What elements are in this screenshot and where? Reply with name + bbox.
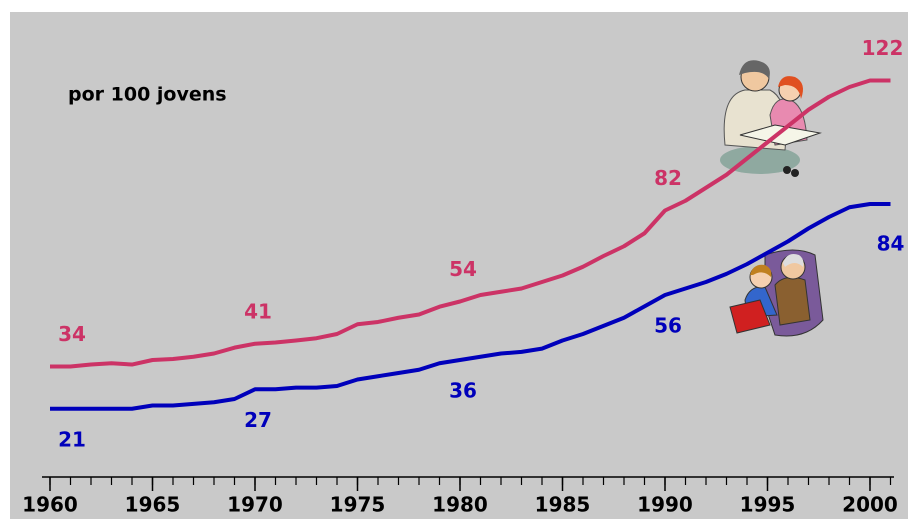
x-tick-label: 1990 bbox=[637, 493, 693, 517]
data-label: 36 bbox=[449, 379, 477, 403]
x-tick-label: 1965 bbox=[125, 493, 181, 517]
illustration-reader bbox=[729, 249, 824, 337]
x-tick-label: 1985 bbox=[535, 493, 591, 517]
x-tick-label: 1970 bbox=[227, 493, 283, 517]
x-tick-label: 1995 bbox=[740, 493, 796, 517]
data-label: 54 bbox=[449, 257, 477, 281]
line-series bbox=[50, 78, 891, 369]
data-label: 84 bbox=[877, 232, 905, 256]
line-series bbox=[50, 202, 891, 411]
data-label: 82 bbox=[654, 166, 682, 190]
data-label: 41 bbox=[244, 299, 272, 323]
data-label: 122 bbox=[862, 36, 904, 60]
data-label: 27 bbox=[244, 408, 272, 432]
x-tick-label: 2000 bbox=[842, 493, 898, 517]
x-tick-label: 1960 bbox=[22, 493, 78, 517]
data-label: 34 bbox=[58, 322, 86, 346]
x-tick-label: 1980 bbox=[432, 493, 488, 517]
data-label: 21 bbox=[58, 427, 86, 451]
x-tick-label: 1975 bbox=[330, 493, 386, 517]
data-label: 56 bbox=[654, 314, 682, 338]
annotation: por 100 jovens bbox=[68, 84, 227, 106]
